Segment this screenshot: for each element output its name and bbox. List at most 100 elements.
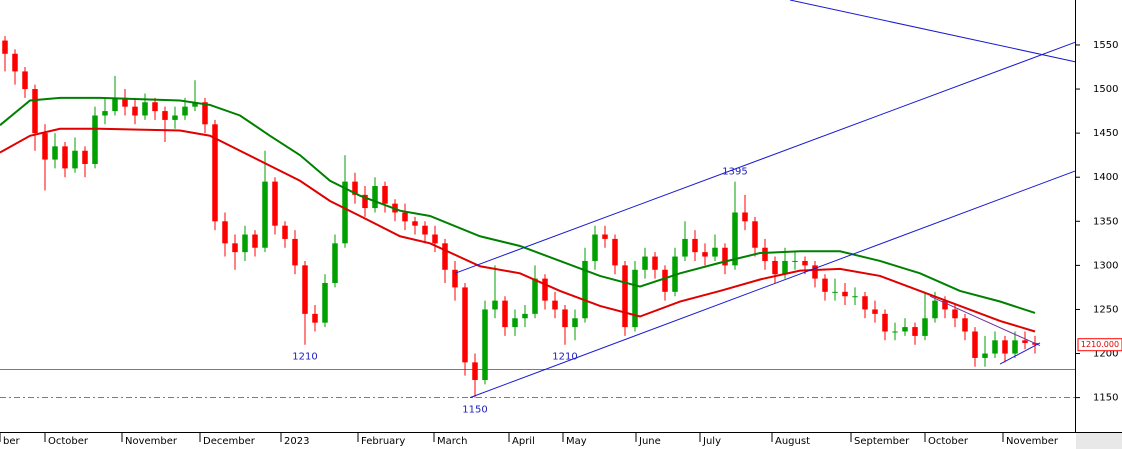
x-tick-label: 2023 (284, 436, 309, 447)
candle-body (952, 309, 958, 319)
trendline (999, 342, 1041, 365)
candle-body (382, 186, 388, 204)
candle-body (842, 291, 848, 297)
candle-body (832, 291, 838, 293)
candle-body (512, 318, 518, 328)
x-tick-label: December (203, 436, 256, 447)
candle-body (942, 300, 948, 310)
annotation: 1210 (552, 352, 577, 363)
candle-body (12, 53, 18, 72)
corner (1076, 433, 1122, 449)
candle-body (992, 340, 998, 354)
y-tick-label: 1300 (1093, 260, 1118, 271)
candle-body (22, 71, 28, 90)
candle-body (772, 260, 778, 275)
candle-body (122, 97, 128, 107)
candle-body (782, 260, 788, 275)
annotation: 1395 (722, 167, 747, 178)
candle-body (142, 102, 148, 116)
candle-body (72, 150, 78, 169)
candle-body (402, 212, 408, 222)
candle-body (982, 353, 988, 358)
candle-body (272, 181, 278, 226)
candle-body (662, 269, 668, 292)
x-tick-label: May (566, 436, 587, 447)
candle-body (642, 256, 648, 270)
candle-body (892, 331, 898, 333)
candle-body (822, 278, 828, 292)
x-tick-label: October (48, 436, 89, 447)
candle-body (702, 252, 708, 257)
candle-body (852, 296, 858, 298)
candle-body (912, 327, 918, 336)
candle-body (202, 102, 208, 125)
candle-body (442, 243, 448, 270)
candle-body (812, 265, 818, 279)
candle-body (2, 40, 8, 54)
candle-body (302, 265, 308, 314)
candle-body (792, 260, 798, 262)
candle-body (922, 318, 928, 336)
y-tick-label: 1250 (1093, 304, 1118, 315)
y-tick-label: 1550 (1093, 40, 1118, 51)
candle-body (192, 102, 198, 107)
x-tick-label: March (437, 436, 467, 447)
candle-body (422, 225, 428, 235)
candle-body (292, 238, 298, 266)
candle-body (32, 89, 38, 134)
y-tick-label: 1500 (1093, 84, 1118, 95)
candle-body (252, 234, 258, 248)
candle-body (632, 269, 638, 328)
candle-body (362, 194, 368, 209)
candle-body (572, 318, 578, 328)
candle-body (482, 309, 488, 380)
y-tick-label: 1400 (1093, 172, 1118, 183)
candle-body (602, 234, 608, 239)
candle-body (742, 212, 748, 222)
candle-body (82, 150, 88, 164)
candle-body (452, 269, 458, 288)
candle-body (862, 296, 868, 310)
candle-body (1012, 340, 1018, 354)
candle-body (242, 234, 248, 253)
y-tick-label: 1150 (1093, 393, 1118, 404)
candle-body (92, 115, 98, 164)
candle-body (152, 102, 158, 112)
x-tick-label: October (928, 436, 969, 447)
candle-body (492, 300, 498, 310)
candle-body (1002, 340, 1008, 354)
candle-body (622, 265, 628, 328)
annotation: 1210 (292, 352, 317, 363)
trendline (454, 41, 1076, 274)
trendline (469, 170, 1076, 399)
x-tick-label: November (125, 436, 178, 447)
candle-body (352, 181, 358, 195)
moving-average (0, 96, 1036, 314)
candle-body (522, 313, 528, 319)
x-tick-label: July (702, 436, 721, 447)
candle-body (722, 247, 728, 266)
candle-body (472, 362, 478, 380)
candle-body (502, 300, 508, 328)
candle-body (162, 111, 168, 120)
candle-body (542, 278, 548, 301)
moving-average (0, 127, 1036, 333)
candle-body (562, 309, 568, 328)
x-tick-label: September (854, 436, 910, 447)
price-box (1077, 338, 1122, 352)
candle-body (262, 181, 268, 248)
x-tick-label: June (638, 436, 661, 447)
candle-body (412, 221, 418, 226)
candle-body (182, 106, 188, 116)
candle-body (972, 331, 978, 358)
candle-body (212, 124, 218, 222)
candle-body (712, 247, 718, 257)
y-tick-label: 1450 (1093, 128, 1118, 139)
candle-body (232, 243, 238, 253)
y-tick-label: 1350 (1093, 216, 1118, 227)
trendline (789, 0, 1076, 63)
candle-body (282, 225, 288, 239)
